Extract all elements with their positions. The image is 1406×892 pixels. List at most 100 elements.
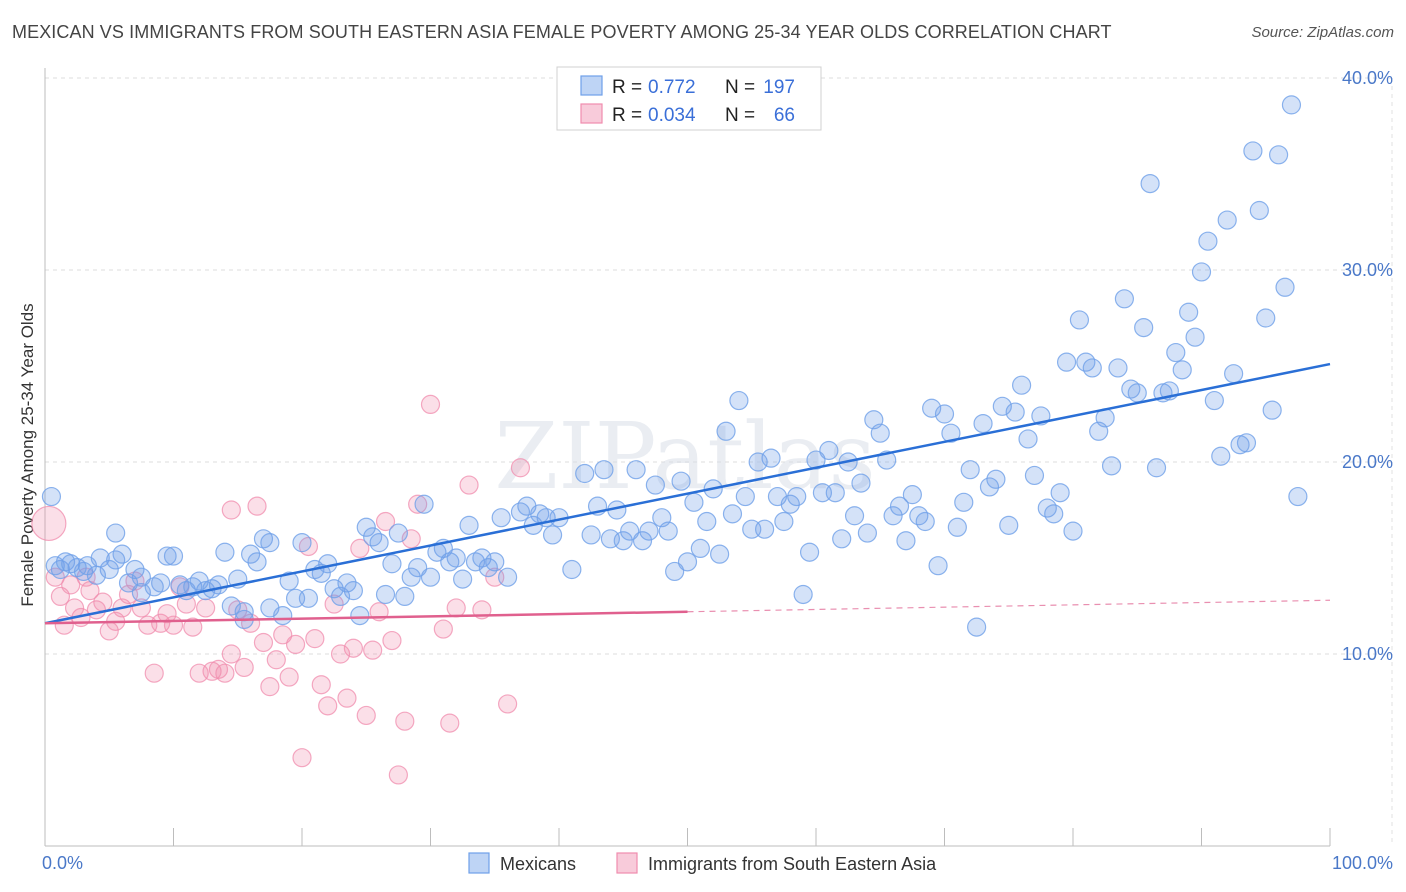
x-tick-label: 0.0% <box>42 853 83 873</box>
y-tick-label: 40.0% <box>1342 68 1393 88</box>
mexicans-point <box>960 460 980 480</box>
mexicans-point <box>562 559 582 580</box>
mexicans-point <box>1275 277 1295 297</box>
mexicans-point <box>459 515 479 535</box>
mexicans-point <box>716 421 736 441</box>
sea-point <box>459 475 479 495</box>
mexicans-point <box>1268 145 1289 165</box>
mexicans-point <box>928 556 948 576</box>
mexicans-point <box>241 544 261 564</box>
mexicans-point <box>697 511 717 532</box>
mexicans-point <box>967 617 987 637</box>
mexicans-point <box>382 554 402 574</box>
mexicans-point <box>343 581 363 601</box>
mexicans-point <box>677 552 698 572</box>
mexicans-point <box>934 404 955 424</box>
mexicans-point <box>1179 302 1199 322</box>
mexicans-point <box>735 486 755 507</box>
mexicans-point <box>375 584 396 605</box>
legend-r-value: 0.034 <box>648 105 696 126</box>
mexicans-point <box>690 538 710 559</box>
mexicans-point <box>774 511 794 532</box>
mexicans-point <box>453 569 473 589</box>
mexicans-point <box>1011 375 1032 395</box>
mexicans-point <box>247 552 267 572</box>
legend-box <box>556 66 822 131</box>
mexicans-point <box>645 475 665 495</box>
mexicans-point <box>498 567 518 587</box>
mexicans-point <box>684 492 704 512</box>
mexicans-point <box>999 515 1019 535</box>
legend-label-sea: Immigrants from South Eastern Asia <box>648 854 937 874</box>
mexicans-point <box>870 423 890 443</box>
mexicans-point <box>151 573 171 593</box>
mexicans-point <box>157 546 177 566</box>
sea-point <box>266 650 286 670</box>
mexicans-point <box>1217 210 1237 230</box>
mexicans-point <box>748 452 768 472</box>
sea-point <box>311 675 331 695</box>
mexicans-point <box>1243 141 1263 161</box>
sea-point <box>498 694 518 714</box>
mexicans-point <box>106 523 126 543</box>
sea-point <box>157 604 177 624</box>
legend-swatch <box>580 103 603 124</box>
legend-swatch-mexicans <box>468 852 490 874</box>
sea-point <box>305 629 325 649</box>
mexicans-point <box>819 440 839 461</box>
mexicans-point <box>1166 342 1186 363</box>
mexicans-point <box>780 494 800 514</box>
mexicans-point <box>125 559 145 580</box>
mexicans-point <box>1114 289 1135 309</box>
mexicans-point <box>620 521 640 541</box>
sea-point <box>215 663 235 683</box>
mexicans-point <box>208 575 229 595</box>
legend-label-mexicans: Mexicans <box>500 854 576 874</box>
mexicans-point <box>215 542 235 562</box>
mexicans-point <box>799 542 820 562</box>
mexicans-point <box>979 477 1000 497</box>
mexicans-point <box>883 506 903 526</box>
mexicans-point <box>787 486 807 507</box>
mexicans-point <box>613 531 633 551</box>
y-axis-label: Female Poverty Among 25-34 Year Olds <box>18 303 37 606</box>
sea-point <box>395 711 415 731</box>
y-tick-label: 20.0% <box>1342 452 1393 472</box>
mexicans-point <box>947 517 967 537</box>
legend-swatch-sea <box>616 852 638 874</box>
mexicans-point <box>491 508 511 528</box>
mexicans-point <box>1281 95 1302 115</box>
mexicans-point <box>710 544 730 564</box>
sea-point <box>221 644 241 664</box>
mexicans-point <box>414 494 434 514</box>
mexicans-point <box>273 605 293 626</box>
sea-point <box>247 496 267 516</box>
sea-point <box>510 458 531 478</box>
mexicans-point <box>889 496 910 516</box>
mexicans-point <box>99 559 119 580</box>
mexicans-point <box>1172 360 1192 380</box>
sea-point <box>260 677 280 697</box>
legend-r-label: R = <box>612 77 642 98</box>
mexicans-point <box>639 521 659 541</box>
mexicans-point <box>1236 433 1257 453</box>
sea-point <box>196 598 216 618</box>
mexicans-point <box>1082 358 1102 378</box>
mexicans-point <box>131 567 151 587</box>
mexicans-point <box>1050 483 1070 503</box>
sea-point <box>433 619 453 639</box>
mexicans-point <box>395 586 415 607</box>
mexicans-point <box>45 556 65 576</box>
mexicans-point <box>420 567 441 587</box>
mexicans-point <box>1134 318 1154 338</box>
mexicans-point <box>857 523 878 543</box>
mexicans-point <box>575 463 595 484</box>
mexicans-point <box>1185 327 1205 347</box>
sea-point <box>420 394 441 414</box>
mexicans-point <box>915 511 935 532</box>
mexicans-point <box>1191 262 1212 282</box>
mexicans-point <box>671 471 691 491</box>
mexicans-point <box>1024 465 1045 486</box>
series-mexicans-points <box>41 95 1308 637</box>
sea-point <box>375 511 396 532</box>
